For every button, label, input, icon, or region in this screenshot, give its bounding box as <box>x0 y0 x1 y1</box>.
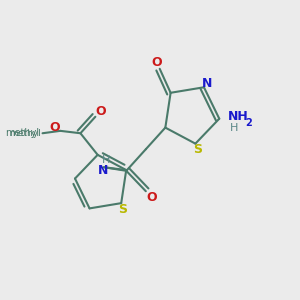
Text: O: O <box>151 56 162 69</box>
Text: 2: 2 <box>245 118 252 128</box>
Text: H: H <box>230 123 238 133</box>
Text: methyl: methyl <box>9 129 41 138</box>
Text: methyl: methyl <box>5 128 39 138</box>
Text: S: S <box>118 203 127 216</box>
Text: NH: NH <box>228 110 248 123</box>
Text: N: N <box>98 164 109 177</box>
Text: O: O <box>50 122 61 134</box>
Text: S: S <box>193 143 202 156</box>
Text: O: O <box>147 191 158 204</box>
Text: N: N <box>202 77 212 90</box>
Text: O: O <box>95 105 106 118</box>
Text: H: H <box>102 155 110 165</box>
